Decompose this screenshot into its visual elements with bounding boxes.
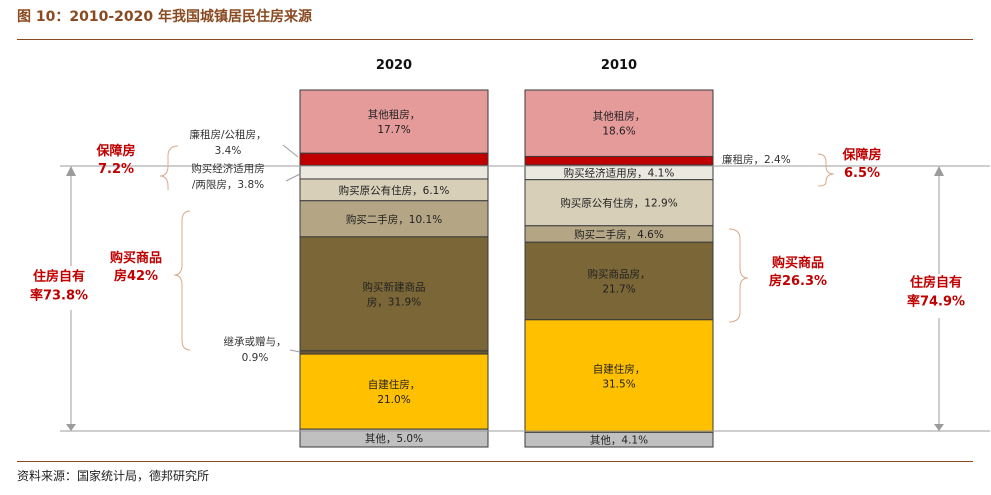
- column-title-2020: 2020: [376, 58, 412, 73]
- bracket-2010-baozhang: [817, 153, 835, 187]
- arrowhead-2010-down: [934, 424, 944, 431]
- segment-label-2010-8: 其他，4.1%: [590, 434, 648, 447]
- segment-label-2010-5: 购买商品房， 21.7%: [588, 268, 651, 296]
- annotation-2020-ziyou: 住房自有率73.8%: [30, 269, 88, 304]
- annotation-2010-ziyou: 住房自有率74.9%: [907, 275, 965, 310]
- chart-title: 图 10：2010-2020 年我国城镇居民住房来源: [17, 9, 312, 25]
- annotation-2010-baozhang: 保障房 6.5%: [841, 147, 881, 181]
- arrowhead-2010-up: [934, 166, 944, 176]
- leader-2020-lianzu: [282, 144, 299, 158]
- title-divider: [17, 39, 973, 40]
- bar-segment-2020-5: [299, 236, 489, 352]
- bar-segment-2010-5: [524, 241, 714, 321]
- annotation-2020-shangpin: 购买商品房42%: [110, 250, 162, 284]
- segment-label-2020-4: 购买二手房，10.1%: [346, 213, 442, 226]
- bar-segment-2010-8: [524, 431, 714, 448]
- bar-segment-2010-3: [524, 179, 714, 227]
- bracket-2020-baozhang: [159, 145, 179, 190]
- segment-label-2020-7: 自建住房， 21.0%: [368, 378, 421, 406]
- bar-segment-2020-0: [299, 89, 489, 154]
- bar-segment-2020-7: [299, 353, 489, 430]
- segment-label-2020-3: 购买原公有住房，6.1%: [339, 184, 450, 197]
- bar-segment-2020-8: [299, 428, 489, 448]
- annotation-2020-lianzu: 廉租房/公租房， 3.4%: [189, 128, 266, 157]
- bar-segment-2010-7: [524, 319, 714, 433]
- segment-label-2020-8: 其他，5.0%: [365, 432, 423, 445]
- column-title-2010: 2010: [601, 58, 637, 73]
- arrowhead-2020-up: [66, 166, 76, 176]
- bar-segment-2010-1: [524, 155, 714, 166]
- annotation-2020-jingshi: 购买经济适用房/两限房，3.8%: [191, 162, 265, 191]
- segment-label-2010-0: 其他租房， 18.6%: [593, 110, 646, 138]
- leader-2020-jingshi: [285, 173, 301, 182]
- source-note: 资料来源：国家统计局，德邦研究所: [17, 469, 210, 483]
- bar-segment-2020-2: [299, 164, 489, 180]
- bracket-2020-shangpin: [173, 210, 191, 351]
- annotation-2020-ziyou-bg: [18, 266, 112, 310]
- bar-segment-2020-1: [299, 152, 489, 166]
- annotation-2020-baozhang: 保障房 7.2%: [95, 143, 135, 177]
- segment-label-2010-3: 购买原公有住房，12.9%: [560, 197, 677, 210]
- annotation-2010-lianzu: 廉租房，2.4%: [722, 153, 791, 166]
- arrowhead-2020-down: [66, 424, 76, 431]
- segment-label-2010-7: 自建住房， 31.5%: [593, 363, 646, 391]
- source-divider: [17, 461, 973, 462]
- segment-label-2020-5: 购买新建商品房，31.9%: [363, 280, 426, 308]
- leader-2020-jicheng: [289, 349, 301, 353]
- annotation-2010-shangpin: 购买商品房26.3%: [769, 255, 827, 289]
- bar-segment-2010-0: [524, 89, 714, 157]
- segment-label-2010-4: 购买二手房，4.6%: [574, 228, 664, 241]
- annotation-2010-ziyou-bg: [890, 274, 986, 318]
- segment-label-2010-2: 购买经济适用房，4.1%: [564, 166, 675, 179]
- segment-label-2020-0: 其他租房， 17.7%: [368, 108, 421, 136]
- annotation-2020-jicheng: 继承或赠与， 0.9%: [224, 335, 287, 364]
- bracket-2010-shangpin: [728, 228, 749, 323]
